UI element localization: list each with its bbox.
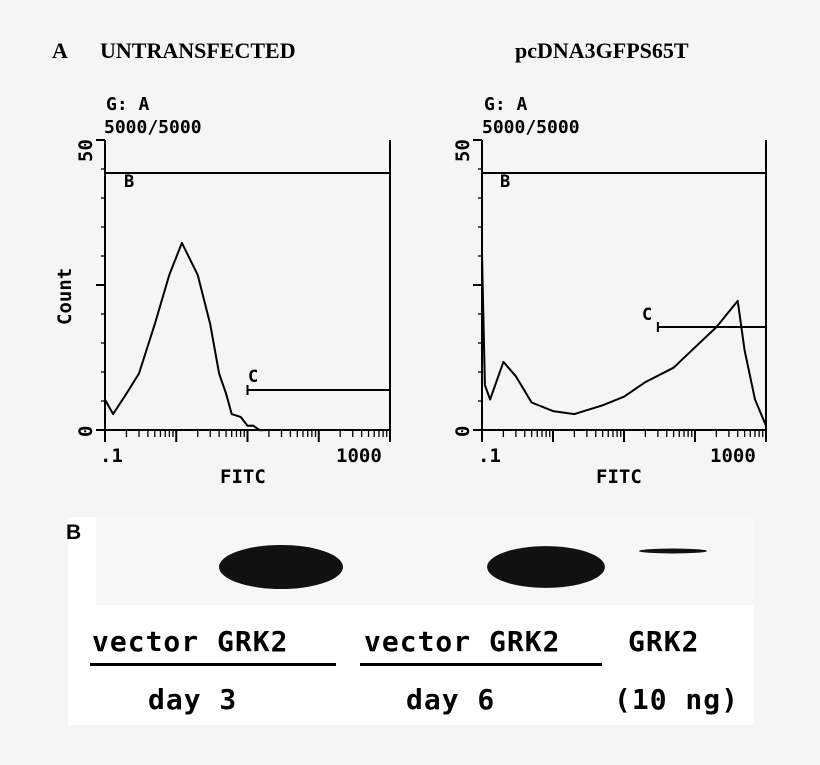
gate-b-label: B (124, 172, 134, 192)
x-tick-right: 1000 (336, 445, 382, 467)
gate-line1: G: A (484, 94, 528, 115)
band-grk2-3 (487, 546, 605, 588)
y-tick-top: 50 (452, 139, 474, 162)
group1-lane-labels: vector GRK2 (92, 625, 289, 658)
histogram-trace (481, 254, 767, 427)
y-tick-bottom: 0 (452, 426, 474, 437)
standard-lane-label: GRK2 (628, 625, 700, 658)
pcdna-title: pcDNA3GFPS65T (515, 38, 689, 63)
x-axis-label: FITC (220, 466, 266, 488)
x-axis-label: FITC (596, 466, 642, 488)
y-tick-top: 50 (75, 139, 97, 162)
blot-image (96, 517, 754, 605)
group2-lane-labels: vector GRK2 (364, 625, 561, 658)
histogram-trace (104, 241, 269, 432)
gate-c-label: C (248, 367, 258, 387)
band-grk2-1 (219, 545, 343, 589)
gate-b-label: B (500, 172, 510, 192)
y-axis-label: Count (54, 268, 76, 325)
group2-day: day 6 (406, 683, 496, 716)
panel-b-label: B (66, 521, 82, 544)
untransfected-title: UNTRANSFECTED (100, 38, 296, 63)
standard-amount: (10 ng) (614, 683, 740, 716)
gate-line1: G: A (106, 94, 150, 115)
group1-underline (90, 663, 336, 666)
x-tick-left: .1 (478, 445, 501, 467)
panel-a-label: A (52, 38, 68, 63)
gate-line2: 5000/5000 (482, 117, 580, 138)
gate-c-label: C (642, 305, 652, 325)
y-tick-bottom: 0 (75, 426, 97, 437)
group2-underline (360, 663, 602, 666)
western-blot-panel: B vector GRK2 vector GRK2 GRK2 day 3 day… (66, 517, 754, 725)
flow-histograms: G: A 5000/5000 Count 50 0 .1 1000 FITC B… (54, 94, 767, 488)
membrane (96, 517, 754, 605)
x-tick-left: .1 (100, 445, 123, 467)
group1-day: day 3 (148, 683, 238, 716)
band-grk2-4 (639, 548, 707, 554)
gate-line2: 5000/5000 (104, 117, 202, 138)
x-tick-right: 1000 (710, 445, 756, 467)
